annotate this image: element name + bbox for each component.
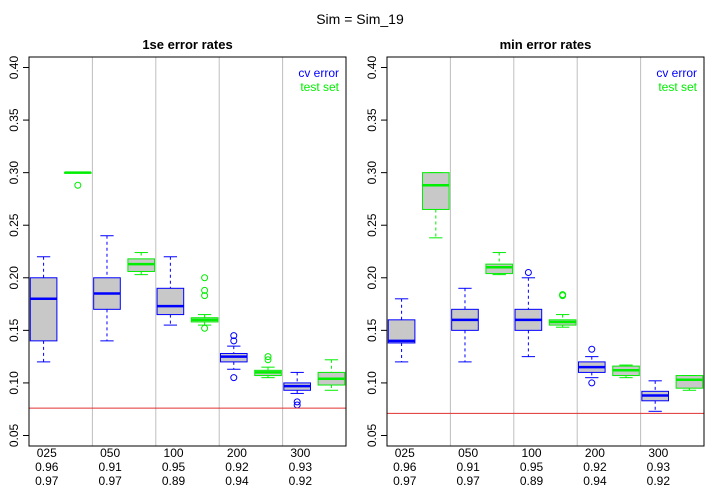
x-category-label: 300 — [648, 446, 668, 460]
x-category-label: 0.92 — [289, 474, 313, 488]
x-category-label: 0.92 — [647, 474, 671, 488]
box-cv-025 — [29, 256, 58, 363]
outlier-point — [588, 379, 596, 387]
y-tick-label: 0.30 — [365, 161, 379, 185]
box-test-100 — [190, 274, 219, 332]
outlier-point — [230, 337, 238, 345]
box-iqr — [156, 287, 185, 316]
x-category-label: 0.97 — [456, 474, 480, 488]
x-category-label: 0.96 — [393, 460, 417, 474]
box-iqr — [422, 172, 450, 210]
x-category-label: 0.97 — [98, 474, 122, 488]
plot-frame — [28, 56, 347, 447]
x-category-label: 0.94 — [583, 474, 607, 488]
x-category-label: 0.94 — [225, 474, 249, 488]
box-iqr — [29, 277, 58, 342]
box-cv-025 — [387, 298, 416, 363]
outlier-point — [230, 374, 238, 382]
y-tick-label: 0.25 — [7, 213, 21, 237]
outlier-point — [201, 274, 209, 282]
x-category-label: 0.92 — [583, 460, 607, 474]
outlier-point — [588, 345, 596, 353]
box-test-200 — [612, 364, 640, 379]
y-tick-label: 0.20 — [365, 266, 379, 290]
y-tick-label: 0.10 — [365, 371, 379, 395]
box-test-200 — [254, 353, 282, 379]
box-cv-100 — [514, 269, 543, 358]
box-cv-200 — [219, 332, 248, 382]
x-category-label: 050 — [458, 446, 478, 460]
box-iqr — [387, 319, 416, 344]
x-category-label: 025 — [37, 446, 57, 460]
x-category-label: 0.97 — [35, 474, 59, 488]
box-test-050 — [127, 252, 156, 276]
x-category-label: 0.91 — [98, 460, 122, 474]
legend-entry-test: test set — [658, 80, 697, 94]
box-test-025 — [64, 171, 92, 189]
y-tick-label: 0.35 — [7, 108, 21, 132]
x-category-label: 0.93 — [647, 460, 671, 474]
chart-title: min error rates — [500, 37, 592, 52]
figure-title: Sim = Sim_19 — [316, 11, 404, 27]
x-category-label: 300 — [290, 446, 310, 460]
x-category-label: 100 — [164, 446, 184, 460]
chart-panel-2: min error rates 0.05 0.10 0.15 0.20 0.25 0.30 0… — [365, 37, 705, 488]
box-test-300 — [317, 359, 346, 391]
box-iqr — [675, 375, 704, 389]
x-category-label: 0.96 — [35, 460, 59, 474]
x-category-label: 200 — [227, 446, 247, 460]
box-test-100 — [548, 291, 577, 328]
legend-entry-cv: cv error — [298, 66, 339, 80]
x-category-label: 0.92 — [225, 460, 249, 474]
legend-entry-test: test set — [300, 80, 339, 94]
y-tick-label: 0.05 — [7, 423, 21, 447]
x-category-label: 0.89 — [520, 474, 544, 488]
x-category-label: 0.89 — [162, 474, 186, 488]
outlier-point — [74, 181, 82, 189]
y-tick-label: 0.40 — [7, 56, 21, 80]
outlier-point — [264, 353, 272, 361]
y-tick-label: 0.05 — [365, 423, 379, 447]
box-iqr — [485, 263, 514, 275]
x-category-label: 100 — [522, 446, 542, 460]
x-category-label: 0.95 — [162, 460, 186, 474]
outlier-point — [201, 286, 209, 294]
x-category-label: 0.97 — [393, 474, 417, 488]
box-cv-300 — [283, 371, 311, 409]
box-cv-050 — [451, 287, 479, 363]
x-category-label: 050 — [100, 446, 120, 460]
box-test-300 — [675, 375, 704, 391]
x-category-label: 0.91 — [456, 460, 480, 474]
legend-entry-cv: cv error — [656, 66, 697, 80]
y-tick-label: 0.35 — [365, 108, 379, 132]
y-tick-label: 0.20 — [7, 266, 21, 290]
y-tick-label: 0.15 — [7, 318, 21, 342]
y-tick-label: 0.40 — [365, 56, 379, 80]
x-category-label: 0.93 — [289, 460, 313, 474]
x-category-label: 0.95 — [520, 460, 544, 474]
plot-frame — [386, 56, 705, 447]
outlier-point — [201, 324, 209, 332]
outlier-point — [264, 356, 272, 364]
y-tick-label: 0.10 — [7, 371, 21, 395]
box-test-025 — [422, 172, 450, 239]
box-cv-100 — [156, 256, 185, 326]
y-tick-label: 0.30 — [7, 161, 21, 185]
x-category-label: 200 — [585, 446, 605, 460]
box-cv-200 — [577, 345, 606, 387]
y-tick-label: 0.25 — [365, 213, 379, 237]
box-cv-050 — [93, 235, 121, 342]
outlier-point — [293, 398, 301, 406]
x-category-label: 025 — [395, 446, 415, 460]
outlier-point — [524, 269, 532, 277]
y-tick-label: 0.15 — [365, 318, 379, 342]
outlier-point — [230, 332, 238, 340]
outlier-point — [201, 292, 209, 300]
box-cv-300 — [641, 380, 669, 412]
outlier-point — [559, 291, 567, 299]
chart-title: 1se error rates — [142, 37, 232, 52]
box-test-050 — [485, 252, 514, 276]
chart-panel-1: 1se error rates 0.05 0.10 0.15 0.20 0.25 0.30 0… — [7, 37, 347, 488]
